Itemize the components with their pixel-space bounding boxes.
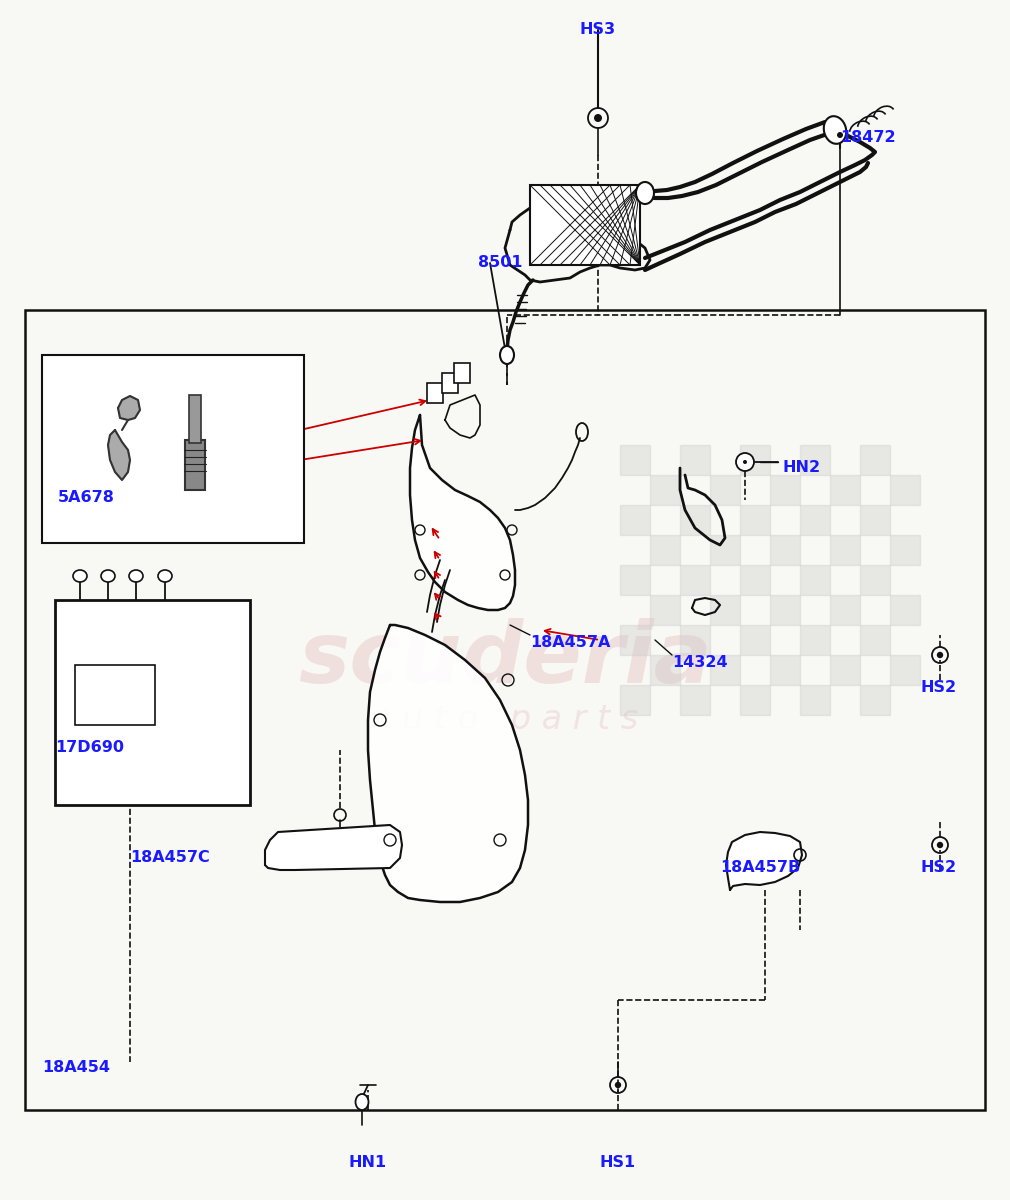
Bar [860,625,890,655]
Bar [620,445,650,475]
Bar [454,362,470,383]
Bar [710,475,740,505]
Bar [770,535,800,565]
Bar [680,565,710,595]
Ellipse shape [129,570,143,582]
Bar [890,595,920,625]
Bar [860,565,890,595]
Bar [75,665,155,725]
Bar [740,565,770,595]
Bar [890,535,920,565]
Polygon shape [410,415,515,610]
Bar [860,505,890,535]
Bar [890,655,920,685]
Bar [740,625,770,655]
Bar [740,445,770,475]
Ellipse shape [73,570,87,582]
Text: 8501: 8501 [478,254,522,270]
Ellipse shape [356,1094,369,1110]
Text: 18A457B: 18A457B [720,860,800,875]
Ellipse shape [636,182,654,204]
Bar [710,655,740,685]
Bar [800,565,830,595]
Bar [42,355,304,542]
Bar [770,475,800,505]
Bar [680,685,710,715]
Bar [830,655,860,685]
Bar [800,625,830,655]
Circle shape [615,1082,621,1088]
Bar [800,445,830,475]
Ellipse shape [101,570,115,582]
Bar [620,685,650,715]
Bar [770,655,800,685]
Bar [830,475,860,505]
Bar [890,475,920,505]
Bar [442,373,458,392]
Bar [650,595,680,625]
Bar [800,685,830,715]
Bar [650,535,680,565]
Polygon shape [118,396,140,420]
Bar [620,625,650,655]
Bar [620,565,650,595]
Bar [650,475,680,505]
Circle shape [937,652,943,658]
Bar [680,625,710,655]
Bar [830,535,860,565]
Bar [770,595,800,625]
Bar [185,440,205,490]
Circle shape [937,842,943,848]
Text: HS2: HS2 [920,680,956,695]
Text: 5A678: 5A678 [58,490,115,505]
Text: 18A457A: 18A457A [530,635,610,650]
Ellipse shape [824,116,846,144]
Bar [650,655,680,685]
Bar [710,595,740,625]
Bar [740,505,770,535]
Text: 14324: 14324 [672,655,727,670]
Bar [860,445,890,475]
Text: scuderia: scuderia [298,618,712,702]
Bar [680,505,710,535]
Circle shape [594,114,602,122]
Circle shape [736,452,754,470]
Bar [830,595,860,625]
Text: HN1: HN1 [348,1154,387,1170]
Polygon shape [108,430,130,480]
Bar [860,685,890,715]
Text: 17D690: 17D690 [55,740,124,755]
Bar [25,310,985,1110]
Polygon shape [368,625,528,902]
Polygon shape [726,832,802,890]
Bar [680,445,710,475]
Bar [55,600,250,805]
Text: 18A454: 18A454 [42,1060,110,1075]
Circle shape [743,460,747,464]
Circle shape [837,132,843,138]
Bar [800,505,830,535]
Ellipse shape [158,570,172,582]
Text: a u t o   p a r t s: a u t o p a r t s [372,703,638,737]
Text: 18472: 18472 [840,130,896,145]
Text: HS3: HS3 [580,22,616,37]
Bar [530,185,640,265]
Ellipse shape [500,346,514,364]
Bar [620,505,650,535]
Bar [427,383,443,403]
Bar [740,685,770,715]
Text: HN2: HN2 [782,460,820,475]
Text: HS1: HS1 [600,1154,636,1170]
Text: 18A457C: 18A457C [130,850,210,865]
Text: HS2: HS2 [920,860,956,875]
Bar [189,395,201,443]
Bar [710,535,740,565]
Polygon shape [265,826,402,870]
